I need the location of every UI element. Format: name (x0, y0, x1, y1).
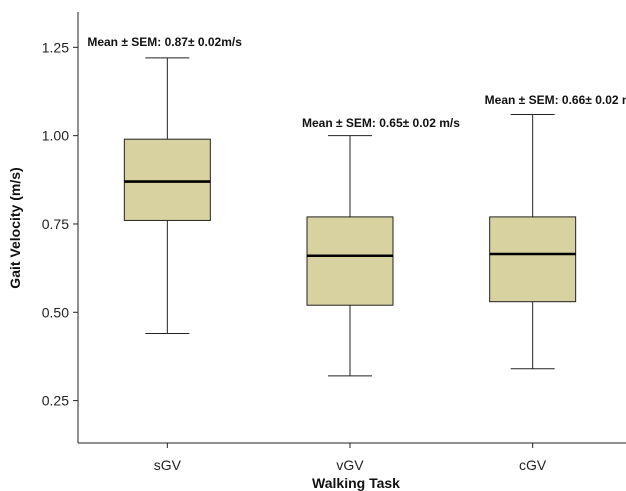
boxes (123, 57, 577, 377)
axes (77, 12, 626, 444)
x-axis-ticks: sGV vGV cGV (154, 443, 547, 473)
y-tick-label: 1.25 (42, 39, 69, 55)
iqr-box (489, 216, 577, 303)
y-tick-label: 0.25 (42, 393, 69, 409)
iqr-box (123, 138, 211, 221)
x-axis-title: Walking Task (312, 475, 400, 491)
y-tick-label: 0.50 (42, 304, 69, 320)
y-tick-label: 1.00 (42, 128, 69, 144)
box-sGV (123, 57, 211, 334)
annotations: Mean ± SEM: 0.87± 0.02m/s Mean ± SEM: 0.6… (87, 35, 626, 130)
box-vGV (306, 135, 394, 377)
y-axis-title: Gait Velocity (m/s) (7, 167, 23, 288)
y-axis-ticks: 0.25 0.50 0.75 1.00 1.25 (42, 39, 78, 409)
x-tick-label: vGV (336, 457, 364, 473)
x-tick-label: sGV (154, 457, 182, 473)
mean-sem-annotation: Mean ± SEM: 0.87± 0.02m/s (87, 35, 242, 49)
mean-sem-annotation: Mean ± SEM: 0.65± 0.02 m/s (302, 116, 460, 130)
iqr-box (306, 216, 394, 306)
mean-sem-annotation: Mean ± SEM: 0.66± 0.02 m/s (485, 93, 626, 107)
y-tick-label: 0.75 (42, 216, 69, 232)
x-tick-label: cGV (519, 457, 547, 473)
box-cGV (489, 113, 577, 370)
